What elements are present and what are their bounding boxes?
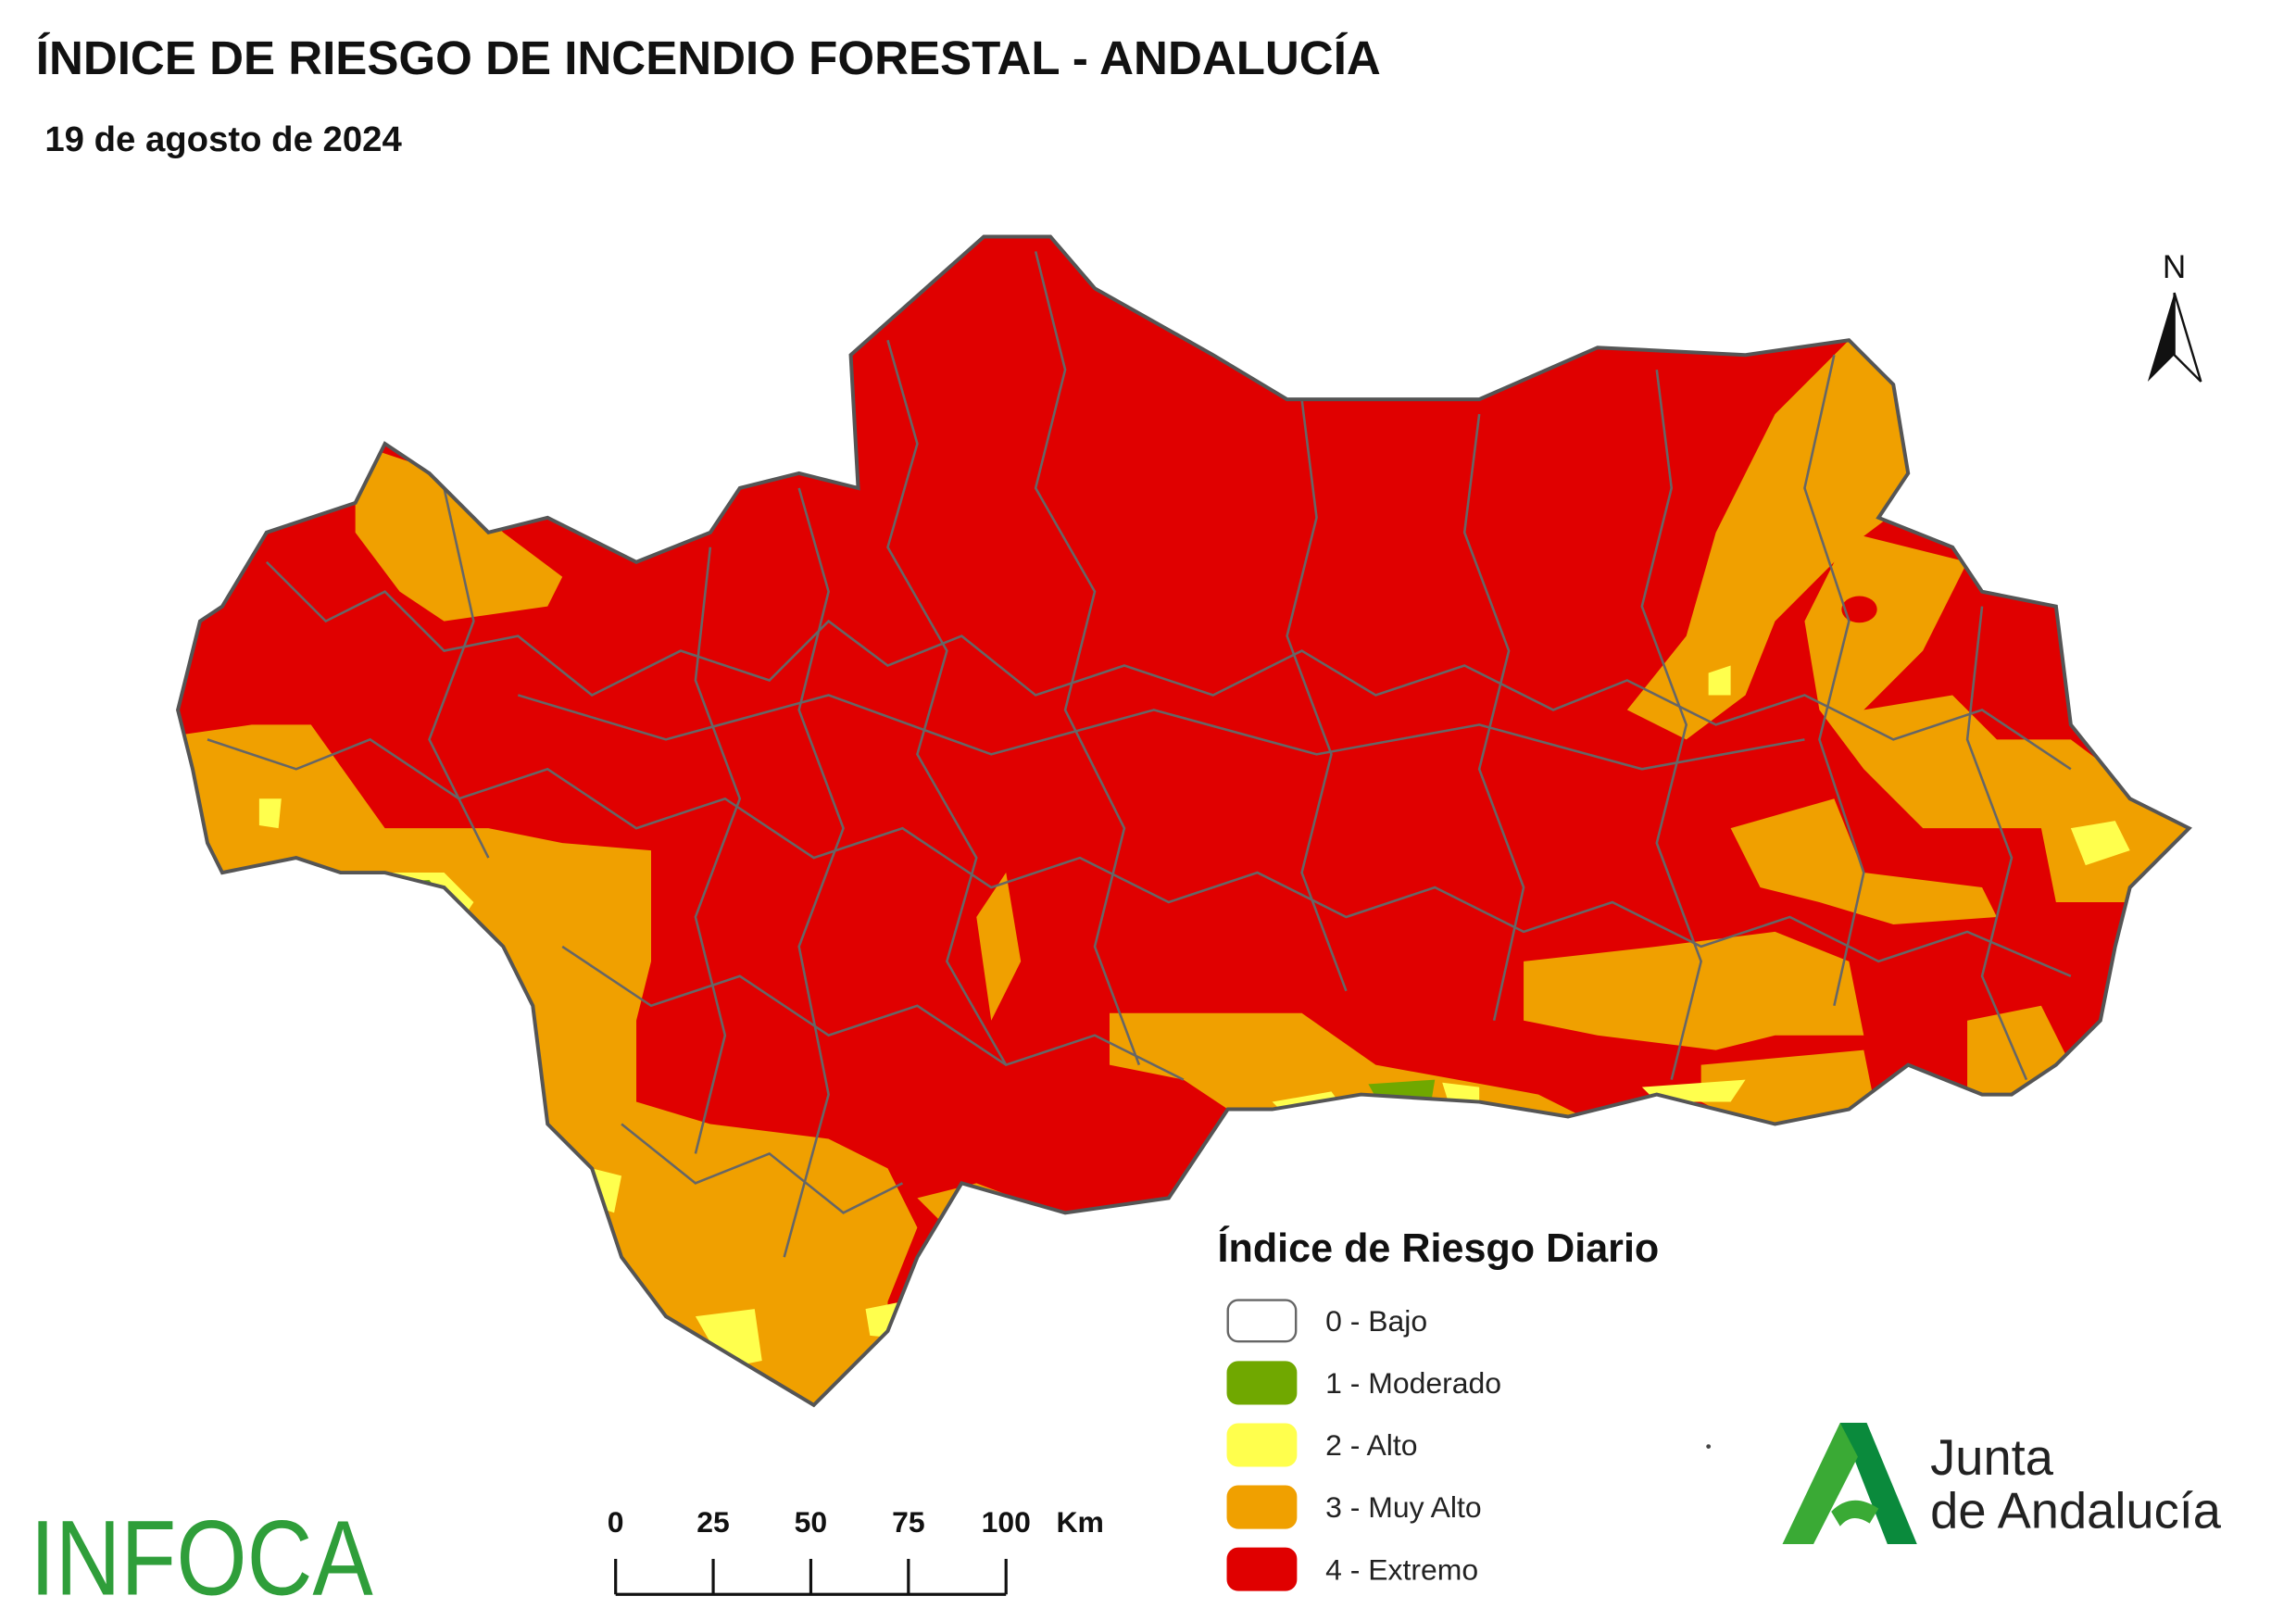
legend-swatch [1226,1485,1298,1529]
north-arrow-right [2173,292,2202,383]
legend-label: 2 - Alto [1325,1428,1417,1462]
scale-bar: 0 25 50 75 100 Km [608,1505,1104,1596]
legend-label: 4 - Extremo [1325,1552,1478,1586]
legend-title: Índice de Riesgo Diario [1218,1226,1660,1271]
infoca-logo: INFOCA [30,1499,373,1617]
legend-label: 3 - Muy Alto [1325,1490,1482,1524]
municipal-boundaries [207,251,2072,1258]
region-moderate [1368,1079,1436,1098]
legend-label: 0 - Bajo [1325,1304,1427,1338]
scale-label: 0 [608,1505,624,1539]
map-subtitle: 19 de agosto de 2024 [44,119,402,159]
region-high [1708,665,1731,696]
north-arrow-left [2147,293,2175,382]
map-title: ÍNDICE DE RIESGO DE INCENDIO FORESTAL - … [36,31,1381,84]
logo-shape-right [1839,1423,1917,1544]
region-high [695,1309,762,1368]
north-label: N [2163,249,2186,285]
region-very-high [976,873,1022,1021]
region-high [2070,821,2130,866]
region-very-high [1730,798,1998,924]
legend-swatch [1226,1361,1298,1405]
scale-label: 50 [795,1505,828,1539]
scale-label: 25 [696,1505,730,1539]
region-very-high [1804,532,2189,902]
dot [1706,1444,1712,1449]
legend-swatch [1226,1423,1298,1467]
logo-shape-left [1782,1423,1858,1544]
region-very-high [355,444,563,622]
junta-logo: Junta de Andalucía [1782,1423,2222,1544]
risk-map [176,234,2191,1407]
logo-shape-wave [1831,1500,1879,1527]
legend: 0 - Bajo 1 - Moderado 2 - Alto 3 - Muy Alto… [1226,1299,1501,1591]
region-high [258,798,282,829]
north-arrow: N [2147,249,2202,383]
legend-swatch [1226,1547,1298,1591]
scale-unit: Km [1057,1505,1104,1539]
logo-text: Junta [1930,1429,2054,1486]
region-extreme-spot [1841,596,1877,623]
scale-label: 100 [982,1505,1031,1539]
region-very-high [1626,340,1924,740]
scale-label: 75 [892,1505,925,1539]
legend-swatch [1226,1299,1298,1343]
logo-text: de Andalucía [1930,1482,2222,1539]
legend-label: 1 - Moderado [1325,1366,1501,1400]
